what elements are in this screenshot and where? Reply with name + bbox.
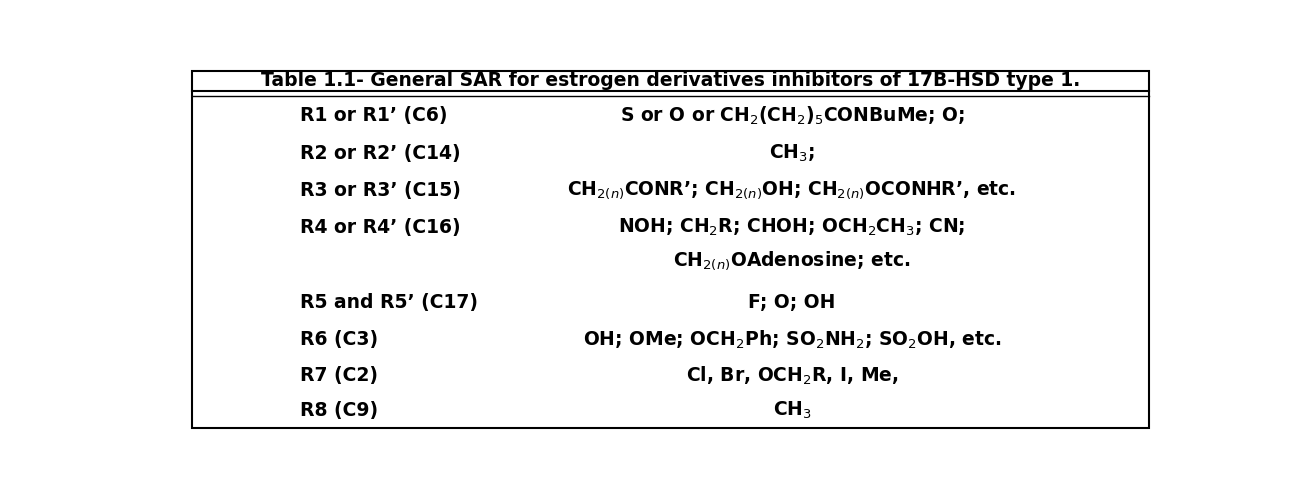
Text: CH$_{2(n)}$OAdenosine; etc.: CH$_{2(n)}$OAdenosine; etc. <box>674 250 910 272</box>
Text: Table 1.1- General SAR for estrogen derivatives inhibitors of 17B-HSD type 1.: Table 1.1- General SAR for estrogen deri… <box>260 72 1080 91</box>
Text: R5 and R5’ (C17): R5 and R5’ (C17) <box>301 293 479 312</box>
Text: R8 (C9): R8 (C9) <box>301 401 378 420</box>
Text: CH$_{3}$;: CH$_{3}$; <box>769 142 815 164</box>
Text: OH; OMe; OCH$_{2}$Ph; SO$_{2}$NH$_{2}$; SO$_{2}$OH, etc.: OH; OMe; OCH$_{2}$Ph; SO$_{2}$NH$_{2}$; … <box>582 328 1002 350</box>
Text: NOH; CH$_{2}$R; CHOH; OCH$_{2}$CH$_{3}$; CN;: NOH; CH$_{2}$R; CHOH; OCH$_{2}$CH$_{3}$;… <box>619 217 965 238</box>
Text: F; O; OH: F; O; OH <box>748 293 836 312</box>
Text: CH$_{2(n)}$CONR’; CH$_{2(n)}$OH; CH$_{2(n)}$OCONHR’, etc.: CH$_{2(n)}$CONR’; CH$_{2(n)}$OH; CH$_{2(… <box>568 180 1016 201</box>
Text: R3 or R3’ (C15): R3 or R3’ (C15) <box>301 181 462 200</box>
Text: CH$_{3}$: CH$_{3}$ <box>773 400 811 421</box>
Text: S or O or CH$_{2}$(CH$_{2}$)$_{5}$CONBuMe; O;: S or O or CH$_{2}$(CH$_{2}$)$_{5}$CONBuM… <box>620 105 964 127</box>
Text: Cl, Br, OCH$_{2}$R, I, Me,: Cl, Br, OCH$_{2}$R, I, Me, <box>685 364 899 387</box>
Text: R7 (C2): R7 (C2) <box>301 366 378 385</box>
Text: R6 (C3): R6 (C3) <box>301 330 378 349</box>
Text: R4 or R4’ (C16): R4 or R4’ (C16) <box>301 218 460 237</box>
FancyBboxPatch shape <box>192 71 1148 428</box>
Text: R2 or R2’ (C14): R2 or R2’ (C14) <box>301 144 460 163</box>
Text: R1 or R1’ (C6): R1 or R1’ (C6) <box>301 106 447 125</box>
